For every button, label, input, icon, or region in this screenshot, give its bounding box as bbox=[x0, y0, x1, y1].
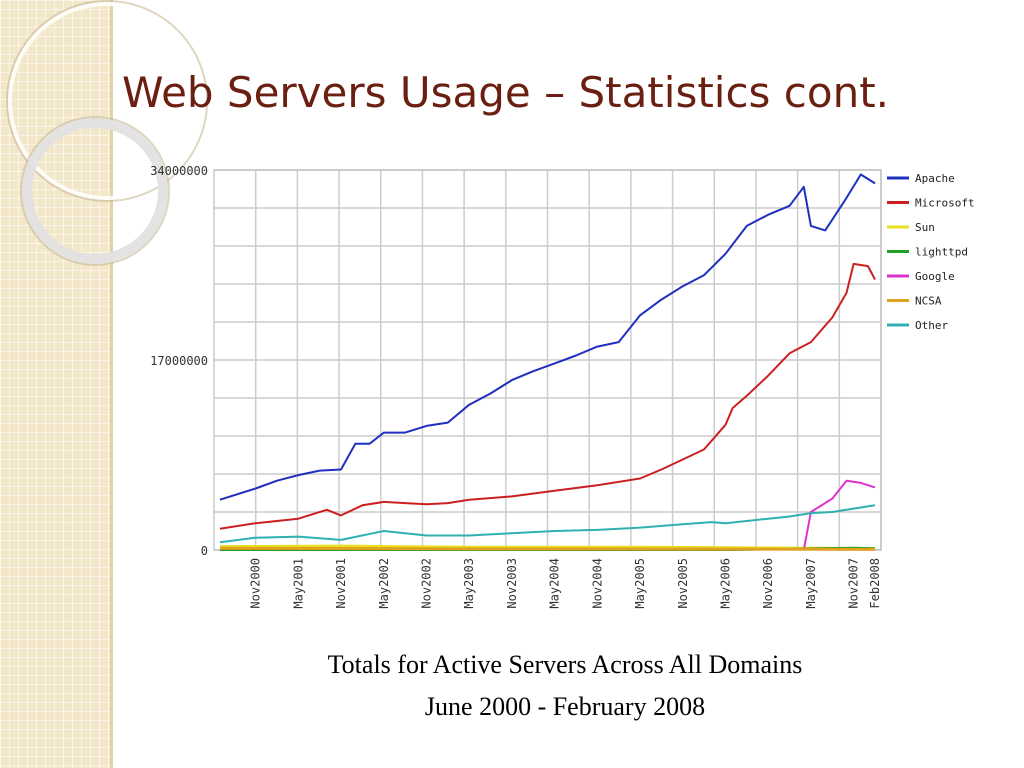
side-strip-edge bbox=[110, 0, 113, 768]
x-tick-label: Nov2002 bbox=[419, 558, 433, 609]
x-tick-label: May2007 bbox=[804, 558, 818, 609]
y-tick-label: 0 bbox=[201, 544, 208, 558]
series-line-apache bbox=[219, 173, 876, 501]
y-tick-label: 17000000 bbox=[150, 354, 208, 368]
x-tick-label: May2004 bbox=[548, 558, 562, 609]
legend-label-other: Other bbox=[915, 319, 948, 332]
x-tick-label: May2005 bbox=[633, 558, 647, 609]
x-tick-label: Feb2008 bbox=[868, 558, 882, 609]
series-line-google bbox=[802, 479, 876, 551]
legend-label-ncsa: NCSA bbox=[915, 295, 942, 308]
legend-label-google: Google bbox=[915, 270, 955, 283]
legend-label-microsoft: Microsoft bbox=[915, 197, 975, 210]
series-line-microsoft bbox=[219, 262, 876, 530]
x-tick-label: Nov2007 bbox=[847, 558, 861, 609]
chart-caption-line1: Totals for Active Servers Across All Dom… bbox=[327, 650, 803, 679]
server-usage-line-chart: 0 17000000 34000000 Nov2000 May2001 Nov2001 Ma… bbox=[150, 164, 975, 609]
x-tick-label: May2001 bbox=[291, 558, 305, 609]
y-tick-label: 34000000 bbox=[150, 164, 208, 178]
series-line-other bbox=[219, 504, 876, 544]
x-tick-label: Nov2005 bbox=[676, 558, 690, 609]
series-line-ncsa bbox=[219, 546, 876, 551]
x-tick-label: May2003 bbox=[462, 558, 476, 609]
slide-title: Web Servers Usage – Statistics cont. bbox=[122, 68, 890, 117]
x-tick-label: May2002 bbox=[377, 558, 391, 609]
x-tick-label: Nov2001 bbox=[334, 558, 348, 609]
x-tick-label: Nov2000 bbox=[249, 558, 263, 609]
x-tick-label: Nov2006 bbox=[761, 558, 775, 609]
legend-label-sun: Sun bbox=[915, 221, 935, 234]
decorative-ring-small bbox=[22, 118, 168, 264]
x-tick-label: Nov2003 bbox=[505, 558, 519, 609]
legend-label-apache: Apache bbox=[915, 172, 955, 185]
x-tick-label: Nov2004 bbox=[590, 558, 604, 609]
x-tick-label: May2006 bbox=[718, 558, 732, 609]
legend-label-lighttpd: lighttpd bbox=[915, 246, 968, 259]
chart-caption-line2: June 2000 - February 2008 bbox=[424, 692, 706, 721]
